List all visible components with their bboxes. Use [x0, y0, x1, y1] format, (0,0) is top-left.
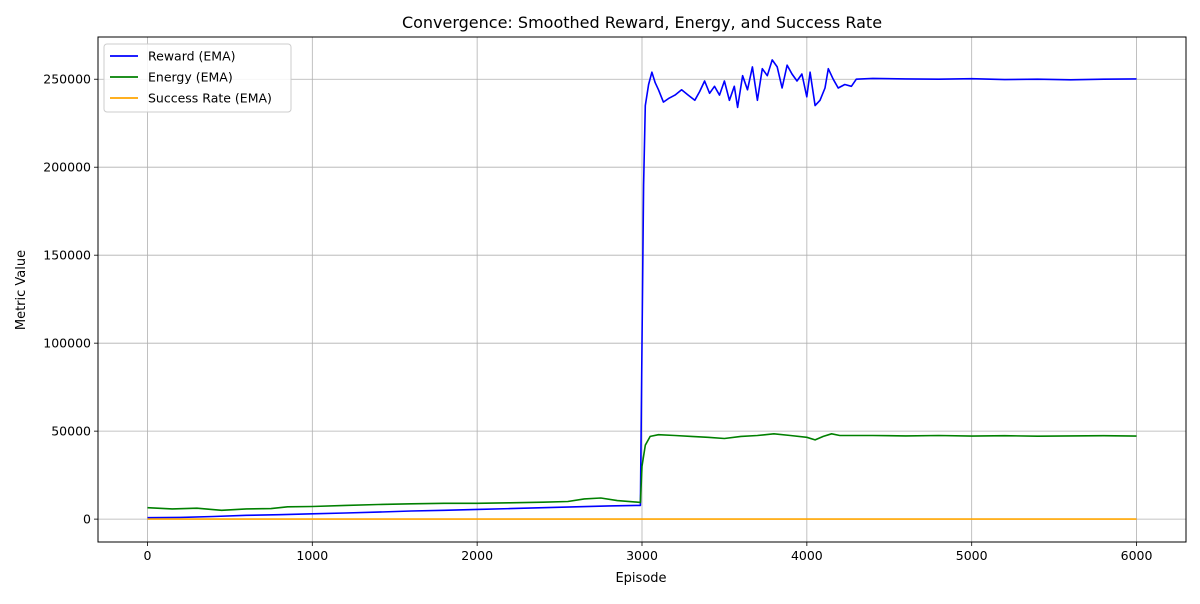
y-tick-label: 150000 [43, 248, 91, 263]
x-axis-label: Episode [615, 571, 666, 586]
series-layer [147, 59, 1137, 520]
y-tick-label: 250000 [43, 72, 91, 87]
x-tick-label: 5000 [956, 548, 988, 563]
legend-label-energy-ema: Energy (EMA) [148, 70, 233, 85]
y-tick-label: 0 [83, 512, 91, 527]
series-line-reward-ema [147, 59, 1137, 519]
y-tick-label: 200000 [43, 160, 91, 175]
legend-box [103, 43, 292, 113]
x-tick-label: 6000 [1121, 548, 1153, 563]
x-tick-label: 3000 [626, 548, 658, 563]
series-line-energy-ema [147, 432, 1137, 512]
legend: Reward (EMA) Energy (EMA) Success Rate (EM… [103, 43, 292, 113]
chart-title: Convergence: Smoothed Reward, Energy, an… [402, 13, 882, 32]
x-tick-label: 0 [143, 548, 151, 563]
x-tick-label: 4000 [791, 548, 823, 563]
y-tick-label: 50000 [51, 424, 91, 439]
legend-label-reward-ema: Reward (EMA) [148, 49, 236, 64]
tick-layer: 0 1000 2000 3000 4000 5000 6000 0 50000 100000 150… [43, 72, 1152, 563]
y-axis-label: Metric Value [14, 250, 29, 330]
x-tick-label: 2000 [461, 548, 493, 563]
x-tick-label: 1000 [296, 548, 328, 563]
y-tick-label: 100000 [43, 336, 91, 351]
legend-label-success-rate-ema: Success Rate (EMA) [148, 91, 272, 106]
